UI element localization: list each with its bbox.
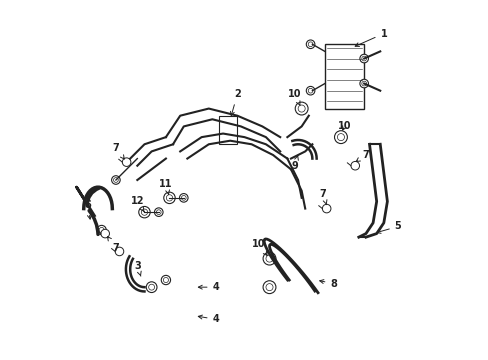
Circle shape <box>361 56 366 61</box>
Text: 6: 6 <box>84 200 91 219</box>
Text: 7: 7 <box>112 143 124 159</box>
Circle shape <box>148 284 154 290</box>
Circle shape <box>161 275 170 285</box>
Circle shape <box>122 158 131 166</box>
Text: 12: 12 <box>130 197 144 212</box>
Circle shape <box>305 86 314 95</box>
Circle shape <box>141 209 147 215</box>
Circle shape <box>361 81 366 86</box>
Text: 4: 4 <box>198 282 219 292</box>
Circle shape <box>163 278 168 283</box>
Circle shape <box>265 255 272 262</box>
Circle shape <box>111 176 120 184</box>
Circle shape <box>181 195 186 200</box>
Text: 7: 7 <box>319 189 326 205</box>
Circle shape <box>115 247 123 256</box>
Bar <box>324 44 364 109</box>
Circle shape <box>146 282 157 293</box>
Circle shape <box>139 206 150 218</box>
Circle shape <box>265 284 272 291</box>
Text: 7: 7 <box>355 150 368 162</box>
Circle shape <box>337 134 344 141</box>
Circle shape <box>113 177 118 183</box>
Circle shape <box>305 40 314 49</box>
Circle shape <box>156 210 161 215</box>
Text: 4: 4 <box>198 314 219 324</box>
Circle shape <box>298 105 305 112</box>
Bar <box>219 116 237 144</box>
Text: 10: 10 <box>337 121 350 131</box>
Circle shape <box>359 79 367 88</box>
Text: 10: 10 <box>287 89 301 105</box>
Circle shape <box>307 42 312 46</box>
Text: 3: 3 <box>134 261 141 276</box>
Circle shape <box>163 192 175 203</box>
Circle shape <box>334 131 346 144</box>
Circle shape <box>350 161 359 170</box>
Circle shape <box>322 204 330 213</box>
Circle shape <box>166 195 172 201</box>
Text: 11: 11 <box>159 179 172 194</box>
Text: 8: 8 <box>319 279 337 289</box>
Circle shape <box>263 252 275 265</box>
Text: 1: 1 <box>354 28 386 46</box>
Text: 5: 5 <box>376 221 401 233</box>
Circle shape <box>263 281 275 294</box>
Text: 9: 9 <box>290 155 298 171</box>
Circle shape <box>101 229 109 238</box>
Circle shape <box>307 88 312 93</box>
Circle shape <box>295 102 307 115</box>
Text: 10: 10 <box>251 239 266 256</box>
Circle shape <box>99 228 104 233</box>
Circle shape <box>359 54 367 63</box>
Text: 2: 2 <box>230 89 240 116</box>
Circle shape <box>154 208 163 216</box>
Circle shape <box>97 225 106 235</box>
Circle shape <box>179 194 188 202</box>
Text: 7: 7 <box>107 237 119 253</box>
